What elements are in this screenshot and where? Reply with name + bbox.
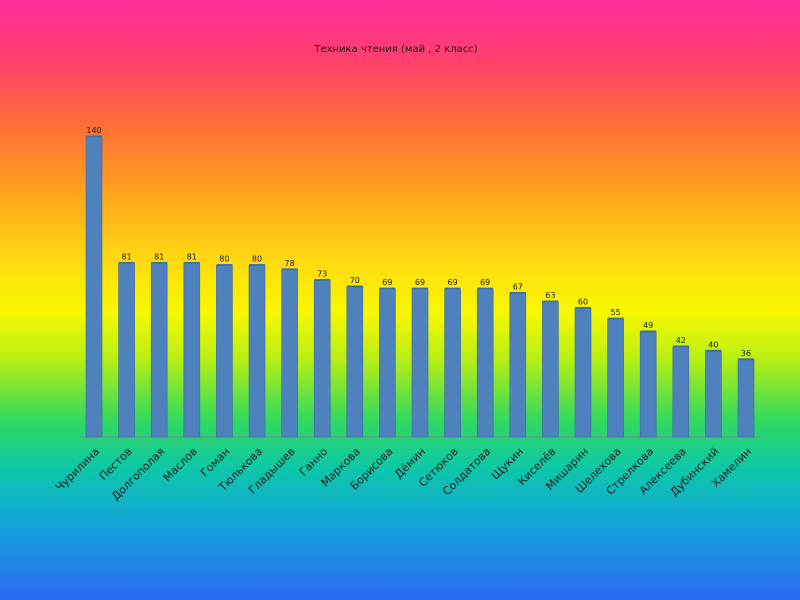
bar (705, 350, 722, 438)
bar (379, 288, 396, 438)
data-label: 49 (643, 321, 653, 330)
data-label: 69 (480, 278, 490, 287)
category-label: Маслов (161, 445, 200, 484)
bar-top-cap (738, 358, 754, 360)
bar (150, 263, 168, 438)
data-label: 81 (187, 252, 197, 261)
bar-top-cap (444, 287, 461, 290)
bar (313, 280, 331, 438)
bar-top-cap (346, 285, 363, 287)
chart-title: Техника чтения (май , 2 класс) (313, 44, 477, 55)
data-label: 63 (545, 291, 555, 300)
data-label: 80 (219, 255, 229, 264)
data-label: 69 (382, 278, 392, 287)
bar-top-cap (575, 306, 591, 309)
bar-top-cap (542, 300, 559, 302)
bar (118, 263, 135, 438)
data-label: 73 (317, 270, 327, 279)
bar (737, 359, 755, 438)
bar (248, 265, 266, 438)
data-label: 40 (708, 340, 718, 349)
bar (411, 288, 429, 438)
bar (672, 346, 690, 438)
bar (85, 136, 103, 438)
bar-top-cap (672, 345, 689, 347)
data-label: 60 (578, 297, 588, 306)
bar (476, 288, 494, 438)
bar-top-cap (216, 264, 233, 266)
bar-top-cap (151, 261, 168, 264)
bar (542, 301, 559, 438)
data-label: 42 (676, 336, 686, 345)
bar-top-cap (249, 264, 265, 266)
bar-top-cap (379, 287, 396, 290)
data-label: 78 (285, 259, 295, 268)
data-label: 69 (415, 278, 425, 287)
bar-top-cap (183, 261, 200, 264)
data-label: 81 (154, 252, 164, 261)
bar (346, 286, 364, 438)
bar (281, 269, 298, 438)
bar-top-cap (314, 279, 331, 281)
bar-top-cap (640, 330, 657, 332)
bar (509, 293, 527, 438)
bar (216, 265, 233, 438)
bar (574, 308, 592, 438)
bar-top-cap (509, 291, 526, 294)
bar (639, 331, 657, 438)
bar-top-cap (607, 317, 624, 320)
bar-top-cap (281, 268, 298, 270)
bar-top-cap (86, 135, 102, 137)
data-label: 36 (741, 349, 751, 358)
bar (607, 318, 624, 438)
data-label: 80 (252, 255, 262, 264)
data-label: 69 (448, 278, 458, 287)
bar-top-cap (118, 261, 135, 264)
data-label: 55 (611, 308, 621, 317)
bar-top-cap (705, 349, 722, 352)
bar (444, 288, 461, 438)
bar (183, 263, 201, 438)
bar-top-cap (412, 287, 428, 290)
data-label: 70 (350, 276, 360, 285)
bar-top-cap (477, 287, 494, 290)
data-label: 81 (122, 252, 132, 261)
category-label: Чурилина (53, 445, 102, 494)
data-label: 140 (86, 126, 101, 135)
data-label: 67 (513, 282, 523, 291)
bars-group: 140Чурилина81Пестов81Долгополая81Маслов8… (53, 126, 755, 503)
